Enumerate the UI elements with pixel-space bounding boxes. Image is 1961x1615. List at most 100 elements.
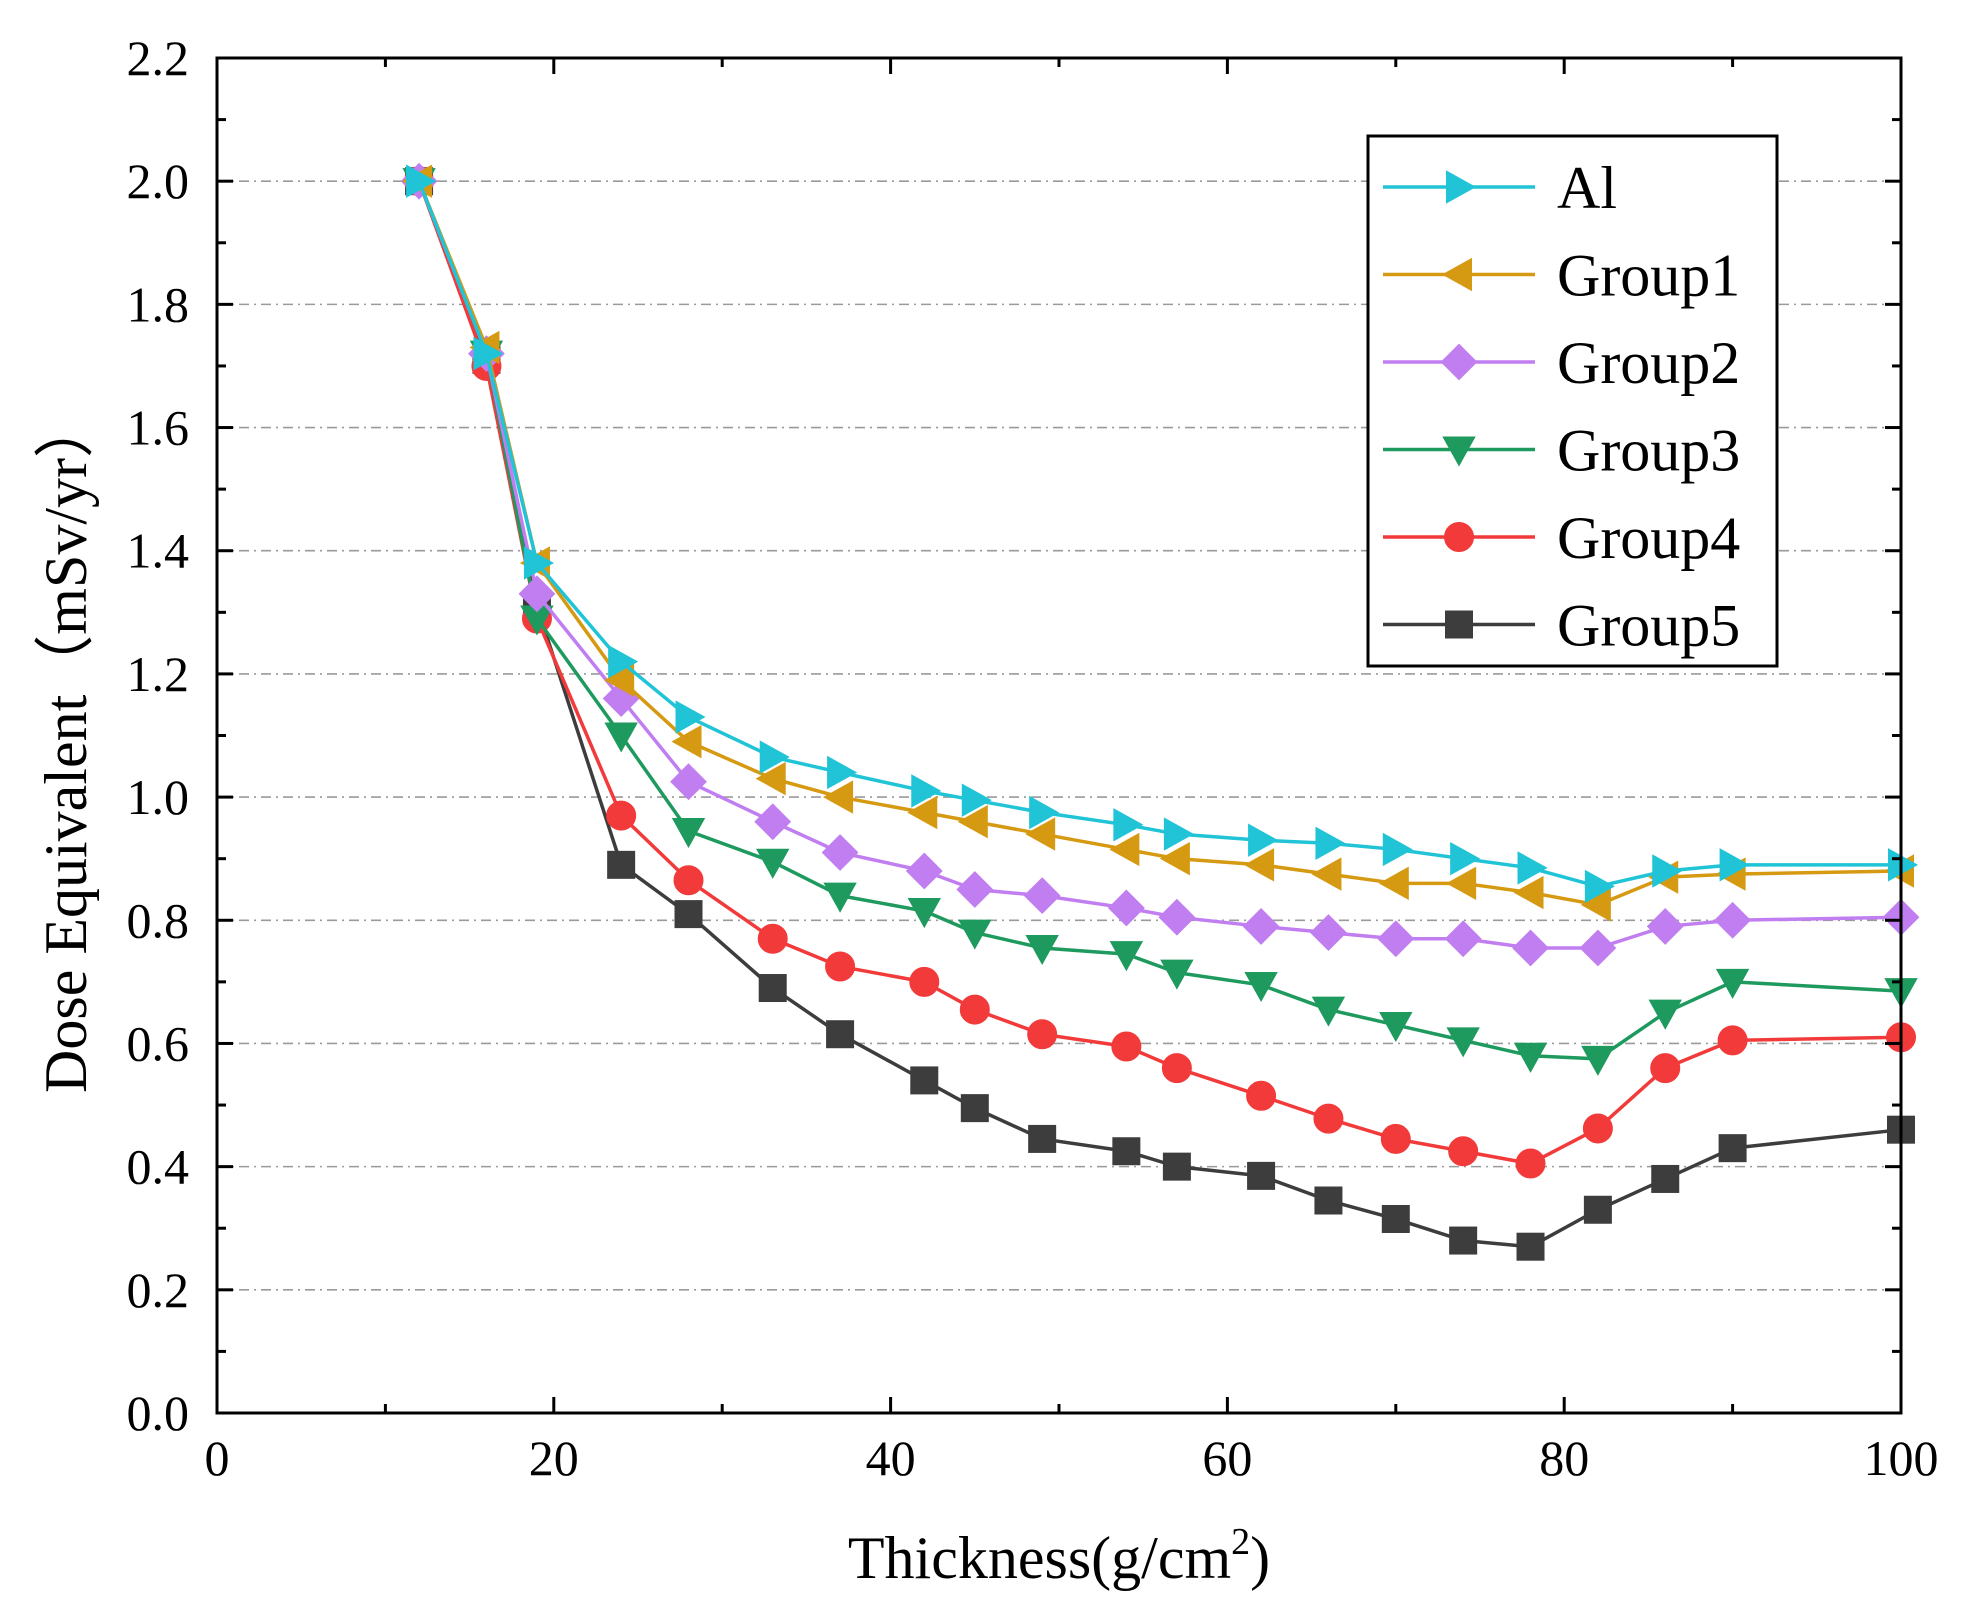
- data-point-group5: [1718, 1134, 1747, 1163]
- legend-label-group5: Group5: [1557, 593, 1740, 659]
- data-point-al: [1248, 823, 1279, 857]
- data-point-group2: [518, 575, 556, 613]
- data-point-group3: [756, 848, 790, 879]
- data-point-al: [1450, 841, 1481, 876]
- data-point-group2: [670, 763, 707, 801]
- data-point-group2: [754, 803, 792, 841]
- data-point-al: [1652, 854, 1683, 888]
- data-point-group1: [604, 663, 635, 697]
- data-point-group1: [1446, 866, 1477, 901]
- data-point-group5: [910, 1066, 939, 1095]
- y-tick-label: 0.8: [127, 892, 190, 948]
- y-tick-label: 2.0: [127, 153, 190, 209]
- data-point-group5: [1449, 1226, 1478, 1255]
- data-point-group5: [1112, 1137, 1141, 1166]
- data-point-al: [1029, 795, 1060, 830]
- data-point-group2: [1579, 929, 1617, 967]
- legend-label-group3: Group3: [1557, 418, 1740, 484]
- data-point-group3: [1513, 1042, 1548, 1073]
- data-point-group4: [909, 966, 940, 997]
- data-point-group5: [1162, 1152, 1191, 1181]
- data-point-group5: [674, 900, 703, 929]
- data-point-al: [1113, 808, 1144, 842]
- data-point-al: [406, 164, 437, 198]
- legend-item-group5: Group5: [1383, 593, 1740, 659]
- data-point-group5: [1028, 1124, 1057, 1153]
- data-point-group2: [1646, 908, 1684, 945]
- y-tick-label: 0.4: [127, 1139, 190, 1195]
- data-point-group3: [1648, 999, 1682, 1030]
- grid-layer: [217, 180, 1901, 1291]
- data-point-group5: [826, 1020, 855, 1049]
- x-axis-title-superscript: 2: [1231, 1521, 1250, 1563]
- y-tick-label: 0.2: [127, 1262, 190, 1318]
- data-point-group2: [905, 852, 943, 890]
- data-point-group1: [1378, 866, 1409, 901]
- y-tick-label: 2.2: [127, 30, 190, 86]
- y-tick-label: 1.6: [127, 400, 190, 456]
- data-point-group3: [823, 882, 857, 913]
- data-point-group1: [1311, 857, 1342, 891]
- data-point-group1: [957, 805, 988, 839]
- data-point-al: [608, 644, 639, 679]
- legend-item-group3: Group3: [1383, 418, 1740, 484]
- legend-marker-group5: [1445, 610, 1473, 639]
- data-point-group2: [956, 871, 994, 908]
- data-point-group2: [1158, 898, 1196, 936]
- data-point-al: [1315, 826, 1346, 860]
- legend-marker-al: [1446, 170, 1477, 204]
- data-point-group4: [1246, 1080, 1277, 1111]
- legend-label-al: Al: [1557, 155, 1617, 221]
- data-point-al: [1517, 851, 1548, 885]
- data-point-group4: [1717, 1025, 1748, 1056]
- data-point-group2: [1107, 889, 1145, 927]
- data-point-group5: [1247, 1161, 1276, 1190]
- data-point-group1: [1159, 841, 1190, 876]
- data-point-group5: [1314, 1186, 1343, 1215]
- y-tick-label: 1.2: [127, 646, 190, 702]
- legend-label-group1: Group1: [1557, 243, 1740, 309]
- data-point-group2: [821, 834, 859, 871]
- x-axis-title-end: ): [1250, 1525, 1270, 1591]
- data-point-group2: [1714, 901, 1752, 939]
- data-point-group2: [1377, 920, 1415, 958]
- data-point-group3: [958, 919, 992, 950]
- data-point-group2: [1444, 920, 1482, 958]
- data-point-group3: [1446, 1027, 1480, 1058]
- legend-marker-group3: [1442, 436, 1476, 467]
- data-point-al: [473, 336, 504, 371]
- data-point-group4: [673, 865, 704, 896]
- data-point-group4: [1380, 1123, 1411, 1154]
- data-point-group1: [907, 795, 938, 830]
- data-point-group4: [1515, 1148, 1546, 1179]
- x-axis-title: Thickness(g/cm2): [848, 1521, 1270, 1591]
- data-point-group4: [606, 800, 637, 831]
- data-point-group5: [960, 1094, 989, 1123]
- data-point-group1: [1109, 832, 1140, 867]
- data-point-group3: [907, 898, 941, 929]
- data-point-group4: [1027, 1019, 1058, 1050]
- data-point-group1: [1025, 817, 1056, 851]
- y-tick-label: 1.0: [127, 769, 190, 825]
- data-point-al: [911, 774, 942, 808]
- data-point-group4: [757, 923, 788, 954]
- data-point-group4: [1582, 1113, 1613, 1144]
- y-axis-title: Dose Equivalent（mSv/yr）: [33, 398, 99, 1093]
- data-point-group3: [1715, 968, 1750, 999]
- data-point-group1: [1513, 875, 1544, 910]
- y-tick-label: 1.4: [127, 523, 190, 579]
- x-tick-label: 100: [1864, 1430, 1939, 1486]
- legend-box: [1366, 134, 1779, 668]
- data-point-group3: [604, 722, 638, 753]
- data-point-group5: [1381, 1204, 1410, 1233]
- x-tick-label: 60: [1202, 1430, 1252, 1486]
- data-point-group1: [755, 761, 786, 796]
- data-point-group1: [1580, 888, 1611, 922]
- data-point-group3: [1025, 934, 1059, 966]
- legend-item-group2: Group2: [1383, 330, 1740, 396]
- data-point-group2: [1310, 914, 1347, 952]
- legend-item-group1: Group1: [1383, 243, 1740, 309]
- legend-label-group4: Group4: [1557, 505, 1740, 571]
- data-point-al: [961, 783, 992, 817]
